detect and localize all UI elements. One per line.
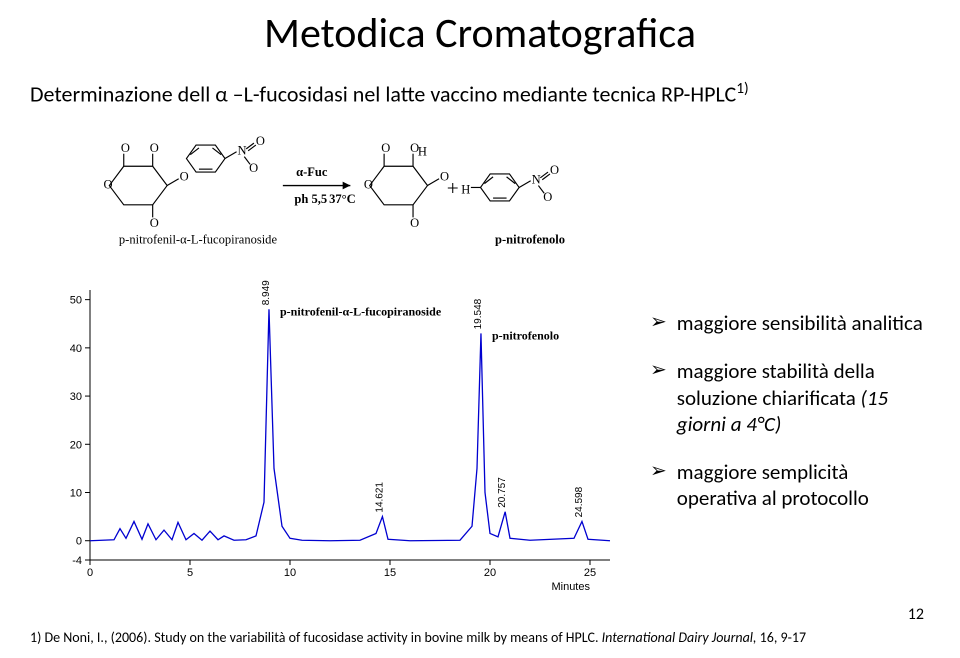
svg-text:O: O [180,170,189,184]
svg-text:O: O [381,141,390,155]
svg-text:H: H [461,182,470,196]
svg-text:O: O [150,216,159,230]
svg-text:Minutes: Minutes [551,581,590,593]
footnote: 1) De Noni, I., (2006). Study on the var… [30,629,930,646]
bullet-item: ➢ maggiore semplicità operativa al proto… [650,459,930,512]
svg-text:p-nitrofenil-α-L-fucopiranosid: p-nitrofenil-α-L-fucopiranoside [280,304,442,318]
svg-text:25: 25 [584,567,596,579]
page-title: Metodica Cromatografica [0,0,960,59]
svg-text:24.598: 24.598 [574,486,585,517]
svg-text:20.757: 20.757 [497,477,508,508]
svg-text:N: N [532,173,541,187]
bullet-item: ➢ maggiore sensibilità analitica [650,310,930,336]
svg-text:20: 20 [484,567,496,579]
svg-text:O: O [104,177,113,191]
svg-text:30: 30 [70,391,82,403]
footnote-journal: International Dairy Journal, [602,629,757,646]
plus-sign: + [447,176,459,200]
bullet-text: maggiore sensibilità analitica [677,310,923,336]
bullet-text: maggiore semplicità operativa al protoco… [677,459,930,512]
bullet-text: maggiore stabilità della soluzione chiar… [677,358,930,437]
svg-text:O: O [364,177,373,191]
page-number: 12 [908,605,924,624]
arrow-icon: ➢ [650,358,667,382]
subtitle: Determinazione dell α –L-fucosidasi nel … [0,59,960,109]
ph-label: ph 5,5 [294,192,327,206]
svg-text:8.949: 8.949 [261,280,272,305]
svg-text:N: N [238,144,247,158]
bullet-item: ➢ maggiore stabilità della soluzione chi… [650,358,930,437]
arrow-icon: ➢ [650,459,667,483]
arrow-icon: ➢ [650,310,667,334]
svg-text:O: O [550,163,559,177]
product-label: p-nitrofenolo [495,232,565,246]
reaction-scheme: O O O O O N O O p-nitrofenil-α-L-fucopir… [90,135,630,265]
subtitle-text: Determinazione dell α –L-fucosidasi nel … [30,80,736,107]
subtitle-sup: 1) [736,79,748,98]
svg-text:14.621: 14.621 [374,482,385,513]
svg-text:O: O [543,190,552,204]
svg-text:O: O [249,161,258,175]
chromatogram: -4 0 10 20 30 40 50 0 5 10 15 20 25 Minutes 8.949 14.62… [40,280,640,600]
svg-text:-4: -4 [72,555,82,567]
footnote-pre: 1) De Noni, I., (2006). Study on the var… [30,629,602,646]
svg-text:15: 15 [384,567,396,579]
svg-text:O: O [256,135,265,148]
svg-text:5: 5 [187,567,193,579]
svg-text:10: 10 [70,488,82,500]
svg-text:H: H [418,145,427,159]
substrate-label: p-nitrofenil-α-L-fucopiranoside [119,232,278,246]
svg-text:19.548: 19.548 [473,298,484,329]
temp-label: 37°C [329,192,356,206]
svg-text:O: O [410,216,419,230]
svg-text:40: 40 [70,343,82,355]
enzyme-label: α-Fuc [296,165,328,179]
svg-text:O: O [410,141,419,155]
svg-text:10: 10 [284,567,296,579]
svg-text:p-nitrofenolo: p-nitrofenolo [492,328,559,342]
svg-text:0: 0 [87,567,93,579]
svg-text:0: 0 [76,536,82,548]
svg-text:20: 20 [70,439,82,451]
svg-text:50: 50 [70,295,82,307]
bullet-list: ➢ maggiore sensibilità analitica ➢ maggi… [650,310,930,534]
svg-text:O: O [121,141,130,155]
footnote-post: 16, 9-17 [757,629,807,646]
svg-text:O: O [150,141,159,155]
